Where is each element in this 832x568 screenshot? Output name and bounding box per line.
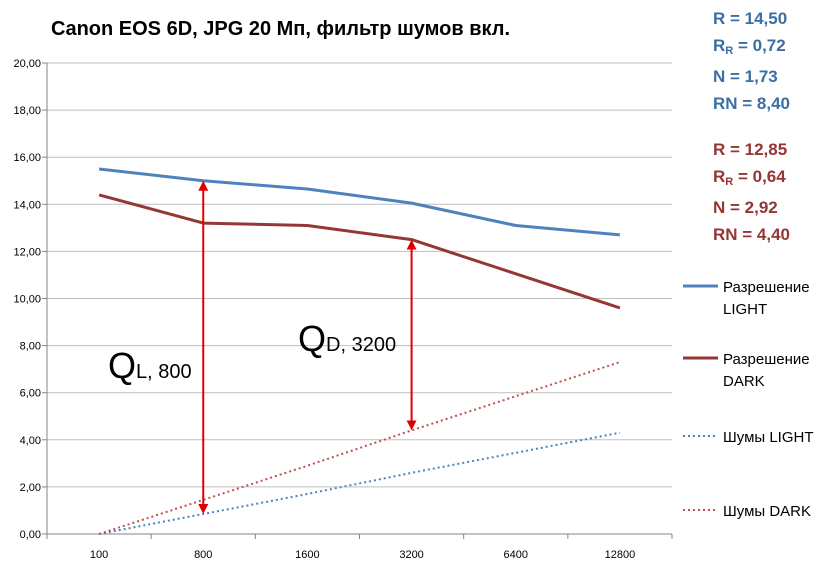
y-tick-label: 8,00 (20, 341, 41, 353)
series-lines (98, 167, 621, 535)
legend-swatches (683, 284, 718, 511)
stats-dark: R = 12,85 RR = 0,64 N = 2,92 RN = 4,40 (713, 137, 790, 248)
legend-label-line: Шумы DARK (723, 503, 812, 520)
y-tick-label: 14,00 (13, 199, 41, 211)
y-tick-label: 12,00 (13, 246, 41, 258)
legend-label-line: LIGHT (723, 301, 768, 318)
stat-rr-symbol: R (713, 35, 726, 55)
q-light-symbol: Q (108, 345, 137, 386)
stat-rr-subscript: R (725, 44, 734, 57)
legend-label-line: Разрешение (723, 279, 810, 296)
legend-label-line: DARK (723, 373, 765, 390)
stat-rr-value: = 0,72 (733, 35, 786, 55)
axes: 0,00 2,00 4,00 6,00 8,00 10,00 12,00 14,00 16,00… (13, 58, 673, 561)
stat-rn: RN = 4,40 (713, 224, 791, 244)
x-tick-label: 3200 (399, 549, 423, 561)
q-dark-subscript: D, 3200 (326, 334, 397, 356)
chart-title: Canon EOS 6D, JPG 20 Мп, фильтр шумов вк… (51, 18, 511, 40)
series-line (98, 167, 621, 237)
gridlines (47, 62, 672, 488)
stat-n: N = 1,73 (713, 67, 778, 86)
stat-n: N = 2,92 (713, 198, 778, 217)
y-tick-label: 20,00 (13, 58, 41, 70)
series-line (98, 431, 621, 535)
stats-light: R = 14,50 RR = 0,72 N = 1,73 RN = 8,40 (713, 6, 790, 117)
stat-rr-symbol: R (713, 166, 726, 186)
stat-r: R = 12,85 (713, 140, 788, 159)
y-tick-label: 4,00 (20, 435, 41, 447)
legend-item: Шумы DARK (723, 501, 811, 523)
series-line (98, 361, 621, 535)
y-tick-label: 10,00 (13, 294, 41, 306)
legend-item: Шумы LIGHT (723, 427, 814, 449)
y-tick-label: 18,00 (13, 105, 41, 117)
q-dark-label: QD, 3200 (298, 318, 396, 360)
legend-label-line: Шумы LIGHT (723, 429, 814, 446)
stat-rn: RN = 8,40 (713, 93, 791, 113)
stat-rr-subscript: R (725, 175, 734, 188)
y-tick-label: 16,00 (13, 152, 41, 164)
annotation-arrows (198, 180, 417, 514)
stat-rr: RR = 0,64 (713, 164, 790, 196)
stat-rr-value: = 0,64 (733, 166, 786, 186)
legend-item: Разрешение LIGHT (723, 277, 810, 321)
q-dark-symbol: Q (298, 318, 327, 359)
y-tick-label: 2,00 (20, 482, 41, 494)
legend-label-line: Разрешение (723, 351, 810, 368)
x-tick-label: 12800 (605, 549, 636, 561)
stat-r: R = 14,50 (713, 9, 788, 28)
x-tick-label: 100 (90, 549, 108, 561)
stat-rr: RR = 0,72 (713, 33, 790, 65)
q-light-subscript: L, 800 (136, 361, 192, 383)
y-tick-label: 6,00 (20, 388, 41, 400)
q-light-label: QL, 800 (108, 345, 192, 387)
series-line (98, 193, 621, 310)
legend-item: Разрешение DARK (723, 349, 810, 393)
x-tick-label: 800 (194, 549, 212, 561)
x-tick-label: 1600 (295, 549, 319, 561)
x-tick-label: 6400 (504, 549, 528, 561)
y-tick-label: 0,00 (20, 529, 41, 541)
